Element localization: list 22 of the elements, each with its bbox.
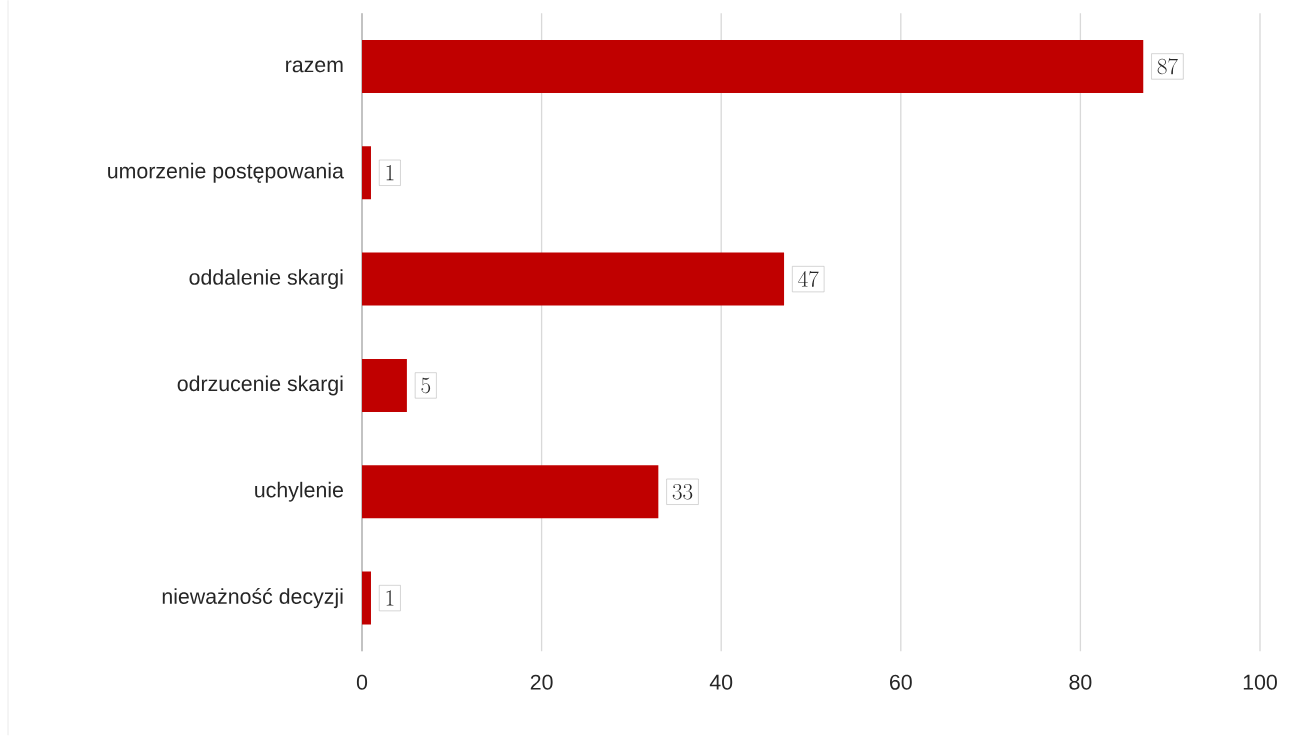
x-tick-label: 0 bbox=[356, 674, 368, 690]
x-tick-label: 100 bbox=[1243, 674, 1277, 690]
bar bbox=[362, 465, 659, 519]
x-tick-label: 80 bbox=[1069, 674, 1092, 690]
data-label: 1 bbox=[386, 590, 394, 606]
data-label: 33 bbox=[672, 483, 693, 500]
y-tick-label: razem bbox=[286, 60, 343, 73]
data-label: 1 bbox=[386, 164, 394, 181]
data-label: 5 bbox=[421, 377, 431, 394]
data-label: 87 bbox=[1157, 58, 1178, 75]
data-label: 47 bbox=[798, 270, 819, 287]
y-tick-label: nieważność decyzji bbox=[162, 587, 343, 609]
y-tick-label: umorzenie postępowania bbox=[108, 162, 344, 183]
x-tick-label: 40 bbox=[709, 674, 733, 690]
y-tick-label: odrzucenie skargi bbox=[177, 375, 343, 396]
bar bbox=[362, 358, 407, 412]
bar bbox=[362, 252, 785, 306]
y-tick-label: uchylenie bbox=[255, 481, 343, 502]
x-tick-label: 60 bbox=[890, 674, 912, 690]
bar bbox=[362, 39, 1144, 93]
x-tick-label: 20 bbox=[530, 674, 553, 690]
y-tick-label: oddalenie skargi bbox=[189, 269, 343, 289]
